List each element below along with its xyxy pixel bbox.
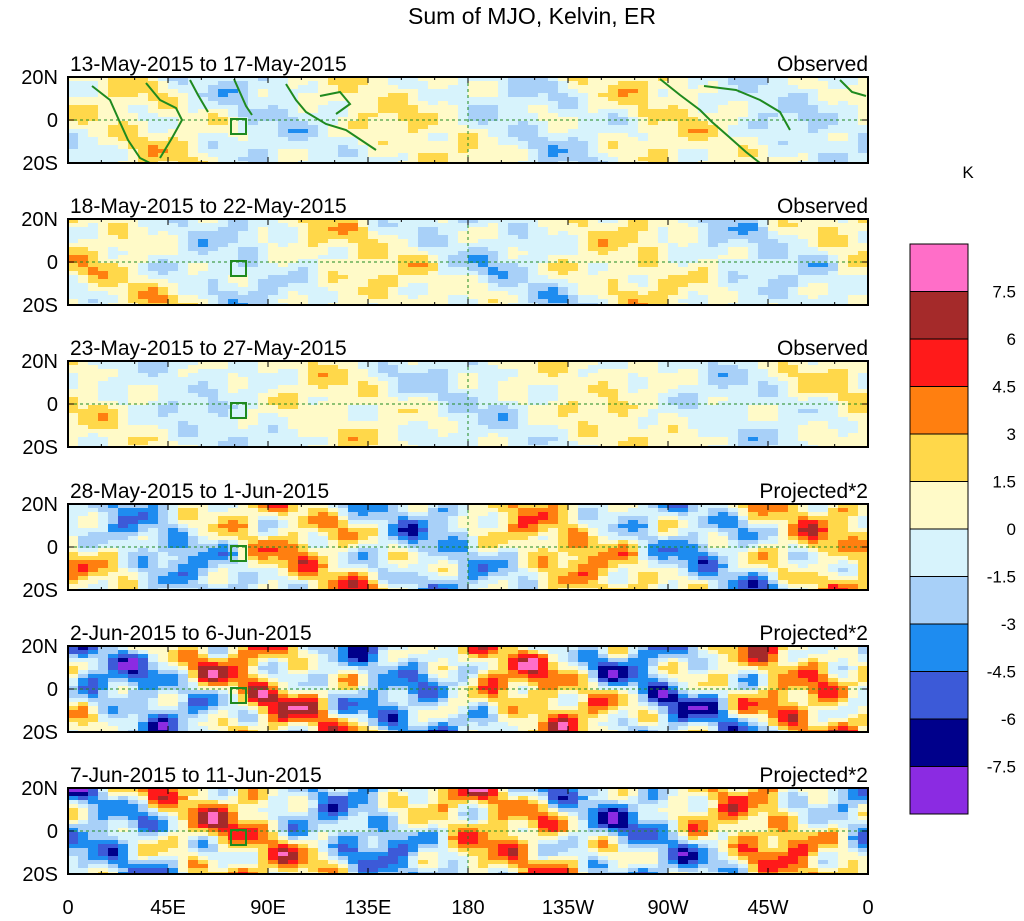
lat-label: 20S — [22, 437, 58, 459]
colorbar-label: -1.5 — [987, 568, 1016, 587]
lat-label: 0 — [47, 110, 58, 132]
region-box — [230, 545, 247, 562]
panel-6: 20N 0 20S 7-Jun-2015 to 11-Jun-2015 Projecte… — [21, 764, 869, 886]
colorbar-label: 4.5 — [992, 378, 1016, 397]
panel-2: 20N 0 20S 18-May-2015 to 22-May-2015 Observe… — [21, 195, 869, 317]
lon-label: 0 — [62, 897, 73, 919]
coastlines — [91, 78, 867, 163]
lat-label: 0 — [47, 537, 58, 559]
region-box — [230, 402, 247, 419]
colorbar-label: 7.5 — [992, 283, 1016, 302]
lon-label: 135E — [345, 897, 392, 919]
lat-label: 20N — [21, 351, 58, 373]
lat-label: 0 — [47, 252, 58, 274]
panel-period: 7-Jun-2015 to 11-Jun-2015 — [70, 764, 322, 787]
colorbar-units: K — [962, 163, 974, 182]
colorbar-label: -4.5 — [987, 663, 1016, 682]
lat-label: 20N — [21, 209, 58, 231]
colorbar-swatch — [909, 338, 969, 387]
lat-label: 20N — [21, 67, 58, 89]
colorbar-swatch — [909, 481, 969, 530]
lon-label: 45E — [150, 897, 186, 919]
panel-tag: Observed — [777, 337, 868, 360]
colorbar-swatch — [909, 243, 969, 292]
lon-label: 90W — [647, 897, 688, 919]
lat-label: 20S — [22, 722, 58, 744]
lat-label: 0 — [47, 821, 58, 843]
colorbar-swatch — [909, 718, 969, 767]
panel-period: 18-May-2015 to 22-May-2015 — [70, 195, 347, 218]
lat-label: 0 — [47, 394, 58, 416]
colorbar-swatch — [909, 671, 969, 720]
colorbar-swatch — [909, 576, 969, 625]
colorbar-label: -7.5 — [987, 758, 1016, 777]
colorbar-swatch — [909, 386, 969, 435]
region-box — [230, 829, 247, 846]
colorbar-label: -6 — [1001, 710, 1016, 729]
heatmap-field — [68, 361, 868, 447]
panel-tag: Projected*2 — [759, 480, 868, 503]
lat-label: 20N — [21, 494, 58, 516]
colorbar-swatch — [909, 433, 969, 482]
colorbar-swatch — [909, 291, 969, 340]
colorbar-swatch — [909, 528, 969, 577]
lat-label: 20N — [21, 636, 58, 658]
lat-label: 20S — [22, 295, 58, 317]
colorbar-label: 3 — [1007, 425, 1016, 444]
chart-title: Sum of MJO, Kelvin, ER — [408, 3, 656, 29]
panel-1: 20N 0 20S 13-May-2015 to 17-May-2015 Observe… — [21, 53, 869, 175]
colorbar-label: 1.5 — [992, 473, 1016, 492]
panel-tag: Projected*2 — [759, 622, 868, 645]
lon-label: 0 — [862, 897, 873, 919]
region-box — [230, 687, 247, 704]
region-box — [230, 260, 247, 277]
colorbar-swatch — [909, 766, 969, 815]
lat-label: 20S — [22, 580, 58, 602]
panel-3: 20N 0 20S 23-May-2015 to 27-May-2015 Observe… — [21, 337, 869, 459]
panels: 20N 0 20S 13-May-2015 to 17-May-2015 Observe… — [21, 53, 869, 886]
lat-label: 20S — [22, 153, 58, 175]
colorbar-label: -3 — [1001, 615, 1016, 634]
colorbar: K -7.5 -6 -4.5 -3 -1.5 0 1.5 3 4.5 6 7.5 — [909, 163, 1016, 815]
heatmap-field — [68, 77, 868, 163]
panel-period: 23-May-2015 to 27-May-2015 — [70, 337, 347, 360]
heatmap-field — [68, 219, 868, 305]
x-axis: 0 45E 90E 135E 180 135W 90W 45W 0 — [62, 897, 873, 919]
panel-tag: Observed — [777, 53, 868, 76]
colorbar-swatch — [909, 623, 969, 672]
lat-label: 20N — [21, 778, 58, 800]
colorbar-label: 6 — [1007, 330, 1016, 349]
colorbar-label: 0 — [1007, 520, 1016, 539]
lon-label: 90E — [250, 897, 286, 919]
panel-period: 2-Jun-2015 to 6-Jun-2015 — [70, 622, 312, 645]
lon-label: 45W — [747, 897, 788, 919]
panel-tag: Projected*2 — [759, 764, 868, 787]
panel-period: 28-May-2015 to 1-Jun-2015 — [70, 480, 329, 503]
lon-label: 135W — [542, 897, 594, 919]
lat-label: 20S — [22, 864, 58, 886]
panel-4: 20N 0 20S 28-May-2015 to 1-Jun-2015 Projecte… — [21, 480, 869, 602]
lon-label: 180 — [451, 897, 484, 919]
panel-5: 20N 0 20S 2-Jun-2015 to 6-Jun-2015 Projected… — [21, 622, 869, 744]
panel-period: 13-May-2015 to 17-May-2015 — [70, 53, 347, 76]
lat-label: 0 — [47, 679, 58, 701]
panel-tag: Observed — [777, 195, 868, 218]
region-box — [230, 118, 247, 135]
